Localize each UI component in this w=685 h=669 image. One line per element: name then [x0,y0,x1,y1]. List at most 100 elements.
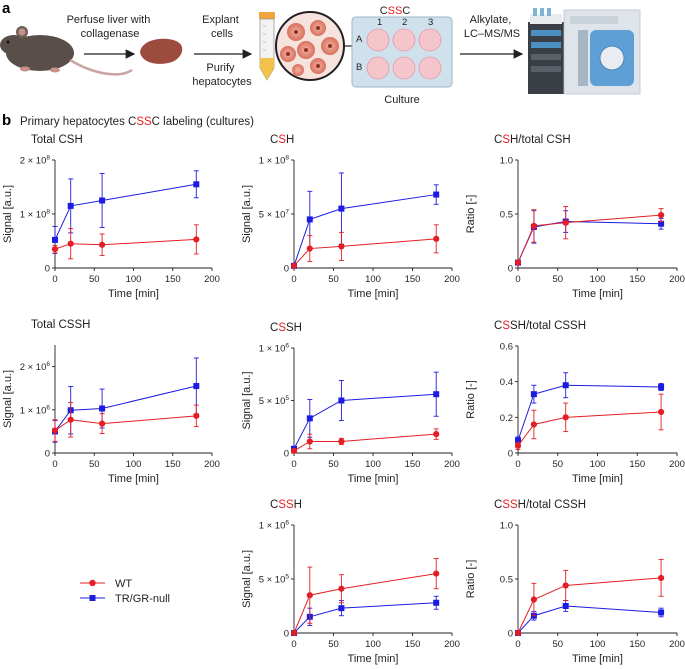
x-tick-label: 150 [629,639,645,650]
y-tick-label: 1.0 [500,156,513,167]
x-axis-label: Time [min] [348,288,399,300]
series-wt [290,558,440,637]
x-tick-label: 200 [669,639,685,650]
y-tick-label: 1 × 108 [20,209,51,221]
data-point [51,246,59,253]
series-wt [514,393,665,450]
chart-c-ss-h-2-ratio: CSSH/total CSSH 0 50 100 150 200 Time [min] 0 0.… [465,499,685,665]
x-tick-label: 50 [552,639,563,650]
x-axis-label: Time [min] [572,653,623,665]
data-point [562,582,569,589]
series-wt [514,205,665,266]
y-axis-label: Ratio [-] [465,195,477,234]
data-point [433,391,440,398]
legend-ko-label: TR/GR-null [115,593,170,605]
x-axis-label: Time [min] [348,653,399,665]
data-point [433,431,440,438]
y-axis-label: Signal [a.u.] [241,185,253,243]
plate-col-label: 1 [377,17,382,28]
data-point [338,438,345,445]
series-line [517,214,662,263]
data-point [515,437,521,444]
data-point [658,408,665,416]
y-tick-label: 0 [45,449,50,460]
x-tick-label: 150 [405,274,421,285]
data-point [433,191,440,198]
y-tick-label: 1 × 108 [259,155,290,167]
series-line [293,194,437,267]
x-tick-label: 200 [204,274,220,285]
lcms-instrument-icon [528,8,641,95]
x-axis-label: Time [min] [108,288,159,300]
data-point [530,596,538,603]
data-point [530,421,538,428]
x-tick-label: 100 [365,639,381,650]
tube-icon [259,12,275,81]
y-tick-label: 0 [508,629,513,640]
chart-title: CSSH/total CSSH [494,320,586,332]
data-point [290,447,298,454]
panel-a: a Perfuse liver with collagenase Explant… [0,0,641,106]
y-axis-label: Signal [a.u.] [241,371,253,429]
legend: WT TR/GR-null [80,578,170,605]
y-tick-label: 5 × 105 [259,574,290,586]
data-point [193,383,200,390]
series-line [517,605,662,634]
series-tr-gr-null [515,600,665,636]
charts-area: Total CSH 0 50 100 150 200 Time [min] 0 1 × 108 2… [2,134,685,665]
plate-row-label: A [356,34,363,45]
series-line [54,238,197,250]
data-point [306,216,313,223]
data-point [433,235,440,242]
x-tick-label: 50 [328,274,339,285]
mouse-icon [0,26,133,76]
series-line [293,393,437,450]
plate-caption: Culture [384,94,419,106]
y-axis-label: Signal [a.u.] [241,550,253,608]
y-tick-label: 1.0 [500,521,513,532]
data-point [306,592,313,599]
data-point [658,220,665,227]
data-point [338,397,345,404]
chart-total-csh: Total CSH 0 50 100 150 200 Time [min] 0 1 × 108 2… [2,134,220,300]
data-point [67,202,74,209]
series-line [54,385,197,432]
series-tr-gr-null [52,170,200,254]
series-line [293,238,437,267]
hepatocytes-cells-icon [275,11,345,81]
plate-col-label: 2 [402,17,407,28]
series-line [517,221,662,263]
x-tick-label: 50 [89,459,100,470]
y-tick-label: 0 [284,449,289,460]
liver-icon [140,38,183,64]
y-tick-label: 0.5 [500,210,513,221]
data-point [306,415,313,422]
data-point [433,570,440,577]
panel-b-letter: b [2,112,11,129]
step1-label: Perfuse liver with collagenase [67,14,154,40]
series-line [293,602,437,634]
y-axis-label: Signal [a.u.] [2,370,14,428]
plate-title: CSSC [380,5,411,17]
series-line [517,411,662,447]
y-tick-label: 0 [508,264,513,275]
legend-wt-marker [89,579,96,587]
data-point [193,181,200,188]
y-tick-label: 2 × 108 [20,155,51,167]
data-point [67,240,74,247]
data-point [67,416,74,423]
data-point [306,438,313,445]
chart-c-ss-h-2: CSSH 0 50 100 150 200 Time [min] 0 5 × 105 1 × 10… [241,499,460,665]
series-wt [51,224,200,260]
data-point [99,241,106,248]
x-tick-label: 100 [590,459,606,470]
x-tick-label: 200 [444,274,460,285]
data-point [658,384,665,391]
x-tick-label: 0 [515,274,520,285]
chart-title: CSSH [270,322,302,334]
x-tick-label: 100 [590,639,606,650]
x-tick-label: 150 [405,639,421,650]
data-point [338,605,345,612]
data-point [530,222,538,229]
